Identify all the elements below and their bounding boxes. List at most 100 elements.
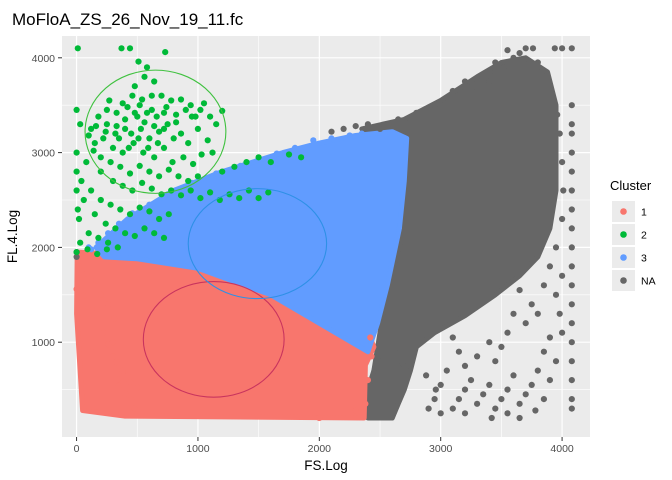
cluster-na-point	[474, 400, 481, 407]
cluster-2-point	[160, 109, 168, 116]
legend-swatch-2	[620, 231, 627, 238]
cluster-1-point	[115, 382, 123, 389]
cluster-2-point	[219, 168, 226, 175]
cluster-na-point	[540, 73, 548, 80]
x-axis-title: FS.Log	[304, 458, 348, 473]
cluster-2-point	[137, 125, 144, 132]
cluster-na-point	[504, 386, 511, 393]
cluster-2-point	[180, 154, 187, 161]
cluster-2-point	[97, 168, 104, 175]
cluster-2-point	[236, 195, 243, 202]
cluster-2-point	[80, 196, 87, 204]
cluster-na-point	[568, 225, 575, 232]
cluster-2-point	[285, 151, 293, 158]
cluster-na-point	[568, 282, 575, 289]
cluster-2-point	[91, 140, 98, 147]
cluster-2-point	[267, 159, 274, 166]
cluster-na-point	[522, 45, 529, 52]
x-tick-label: 0	[74, 443, 80, 455]
cluster-3-point	[105, 230, 112, 237]
cluster-2-point	[100, 135, 107, 142]
cluster-2-point	[173, 111, 180, 118]
cluster-3-point	[328, 135, 335, 142]
cluster-2-point	[204, 137, 211, 144]
cluster-3-ellipse	[187, 188, 328, 300]
cluster-2-point	[200, 100, 208, 107]
cluster-na-point	[449, 87, 456, 95]
cluster-na-point	[552, 244, 560, 251]
cluster-2-point	[153, 113, 160, 120]
cluster-na-point	[498, 396, 505, 403]
cluster-na-point	[413, 109, 420, 116]
cluster-2-point	[141, 73, 148, 80]
cluster-2-point	[125, 144, 132, 151]
cluster-1-point	[105, 301, 112, 308]
cluster-2-point	[97, 196, 104, 204]
cluster-2-point	[146, 135, 153, 142]
cluster-2-point	[146, 208, 153, 215]
y-axis-ticks: 1000 2000 3000 4000	[32, 53, 62, 349]
cluster-na-point	[474, 87, 481, 95]
cluster-2-point	[106, 97, 113, 104]
cluster-na-point	[516, 50, 523, 57]
cluster-na-point	[528, 301, 535, 308]
cluster-na-point	[492, 59, 499, 66]
cluster-2-point	[73, 149, 80, 156]
cluster-2-point	[95, 234, 102, 241]
cluster-1-point	[92, 277, 100, 284]
cluster-na-point	[522, 391, 529, 398]
cluster-na-point	[376, 125, 384, 132]
cluster-2-point	[148, 106, 155, 113]
cluster-2-point	[95, 113, 102, 120]
x-tick-label: 3000	[429, 443, 453, 455]
x-tick-label: 4000	[550, 443, 574, 455]
cluster-1-point	[128, 396, 135, 403]
cluster-2-point	[73, 106, 80, 113]
cluster-na-point	[568, 301, 575, 308]
cluster-2-point	[126, 211, 134, 218]
cluster-1-point	[75, 314, 82, 322]
cluster-na-point	[534, 367, 541, 374]
cluster-na-point	[492, 68, 499, 76]
cluster-2-point	[169, 159, 176, 166]
cluster-na-point	[559, 329, 566, 336]
cluster-2-point	[131, 109, 138, 116]
cluster-2-point	[113, 109, 120, 116]
cluster-2-point	[140, 149, 147, 156]
cluster-2-point	[163, 104, 170, 111]
cluster-2-point	[209, 149, 216, 156]
cluster-2-point	[298, 154, 305, 161]
cluster-2-point	[207, 189, 214, 196]
cluster-na-point	[340, 125, 347, 132]
cluster-2-point	[131, 232, 138, 240]
cluster-2-point	[103, 246, 110, 253]
cluster-1-ellipse	[142, 280, 285, 398]
cluster-na-point	[461, 386, 469, 393]
cluster-2-point	[207, 113, 214, 120]
cluster-2-point	[102, 128, 109, 135]
cluster-2-point	[243, 159, 250, 166]
cluster-2-point	[148, 185, 155, 192]
legend-swatch-3	[620, 254, 627, 261]
cluster-na-point	[73, 253, 80, 260]
cluster-na-point	[528, 381, 535, 388]
cluster-na-point	[568, 320, 575, 327]
cluster-2-point	[115, 135, 123, 142]
cluster-na-point	[559, 159, 566, 166]
cluster-2-point	[136, 204, 143, 211]
cluster-na-point	[532, 407, 539, 414]
cluster-2-point	[194, 125, 201, 132]
cluster-na-point	[529, 45, 537, 52]
cluster-1-point	[131, 405, 138, 412]
cluster-1-point	[124, 372, 131, 379]
cluster-2-point	[173, 119, 180, 126]
cluster-na-point	[516, 414, 523, 422]
cluster-na-point	[560, 187, 567, 194]
cluster-na-point	[455, 396, 462, 403]
cluster-3-point	[291, 144, 299, 151]
cluster-2-point	[131, 83, 138, 90]
cluster-2-point	[185, 140, 192, 147]
cluster-2-point	[74, 206, 81, 213]
cluster-2-point	[75, 215, 83, 223]
cluster-1-point	[109, 353, 117, 360]
